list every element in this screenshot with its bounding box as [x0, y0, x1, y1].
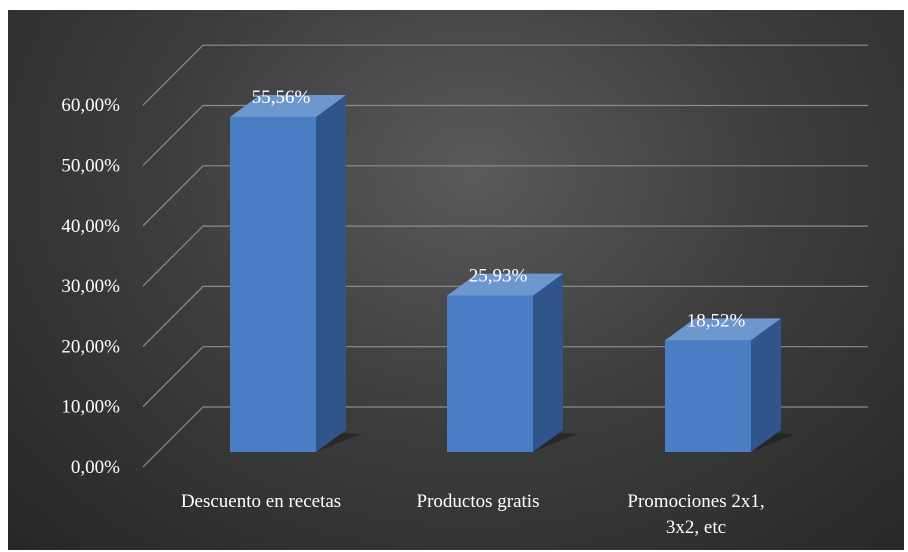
bar-front-2	[665, 340, 751, 452]
y-axis-ticks: 0,00% 10,00% 20,00% 30,00% 40,00% 50,00% 60,00…	[61, 95, 120, 478]
gridline-6	[142, 44, 868, 106]
chart-area: 0,00% 10,00% 20,00% 30,00% 40,00% 50,00% 60,00…	[8, 10, 904, 550]
gridline-5	[142, 104, 868, 166]
y-tick-label-2: 20,00%	[61, 336, 120, 357]
category-label-0: Descuento en recetas	[181, 491, 341, 512]
category-label-1-line-0: Productos gratis	[417, 491, 540, 512]
category-label-2-line-0: Promociones 2x1,	[627, 491, 764, 512]
x-axis-categories: Descuento en recetas Productos gratis Prom…	[181, 491, 765, 538]
gridline-0	[142, 406, 868, 468]
data-labels: 55,56% 25,93% 18,52%	[252, 87, 746, 331]
y-tick-label-0: 0,00%	[71, 457, 120, 478]
bar-2	[665, 318, 795, 452]
bar-side-2	[751, 318, 781, 452]
bar-side-1	[533, 273, 563, 452]
bars	[230, 94, 795, 452]
bar-front-1	[447, 295, 533, 452]
category-label-2-line-1: 3x2, etc	[666, 517, 726, 538]
y-tick-label-1: 10,00%	[61, 397, 120, 418]
category-label-2: Promociones 2x1, 3x2, etc	[627, 491, 764, 538]
y-tick-label-3: 30,00%	[61, 276, 120, 297]
gridline-4	[142, 165, 868, 227]
bar-top-0	[230, 94, 346, 117]
gridline-1	[142, 346, 868, 408]
bar-front-0	[230, 116, 316, 452]
y-tick-label-5: 50,00%	[61, 156, 120, 177]
category-label-1: Productos gratis	[417, 491, 540, 512]
bar-top-1	[447, 273, 563, 296]
data-label-0: 55,56%	[252, 87, 311, 108]
data-label-2: 18,52%	[687, 310, 746, 331]
bar-chart: 0,00% 10,00% 20,00% 30,00% 40,00% 50,00% 60,00…	[61, 44, 868, 538]
bar-0	[230, 94, 360, 452]
bar-top-2	[665, 318, 781, 341]
bar-side-0	[316, 94, 346, 452]
gridlines	[142, 44, 868, 468]
gridline-2	[142, 285, 868, 347]
y-tick-label-4: 40,00%	[61, 216, 120, 237]
gridline-3	[142, 225, 868, 287]
category-label-0-line-0: Descuento en recetas	[181, 491, 341, 512]
bar-1	[447, 273, 577, 452]
y-tick-label-6: 60,00%	[61, 95, 120, 116]
data-label-1: 25,93%	[469, 266, 528, 287]
